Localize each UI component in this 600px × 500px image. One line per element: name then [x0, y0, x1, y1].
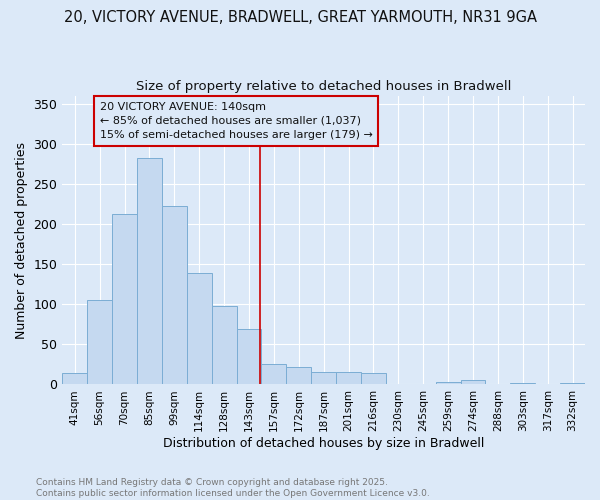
Bar — [112, 214, 137, 384]
Bar — [511, 383, 535, 384]
Bar — [336, 372, 361, 384]
Text: 20 VICTORY AVENUE: 140sqm
← 85% of detached houses are smaller (1,037)
15% of se: 20 VICTORY AVENUE: 140sqm ← 85% of detac… — [100, 102, 373, 140]
Bar — [361, 373, 386, 384]
Text: Contains HM Land Registry data © Crown copyright and database right 2025.
Contai: Contains HM Land Registry data © Crown c… — [36, 478, 430, 498]
Text: 20, VICTORY AVENUE, BRADWELL, GREAT YARMOUTH, NR31 9GA: 20, VICTORY AVENUE, BRADWELL, GREAT YARM… — [64, 10, 536, 25]
Bar — [461, 380, 485, 384]
Bar — [212, 306, 236, 384]
Bar — [311, 372, 336, 384]
Y-axis label: Number of detached properties: Number of detached properties — [15, 142, 28, 338]
Bar — [137, 158, 162, 384]
Bar — [62, 373, 87, 384]
X-axis label: Distribution of detached houses by size in Bradwell: Distribution of detached houses by size … — [163, 437, 484, 450]
Bar — [187, 273, 212, 384]
Title: Size of property relative to detached houses in Bradwell: Size of property relative to detached ho… — [136, 80, 511, 93]
Bar — [436, 382, 461, 384]
Bar — [262, 364, 286, 384]
Bar — [162, 206, 187, 384]
Bar — [286, 367, 311, 384]
Bar — [560, 383, 585, 384]
Bar — [87, 300, 112, 384]
Bar — [236, 329, 262, 384]
